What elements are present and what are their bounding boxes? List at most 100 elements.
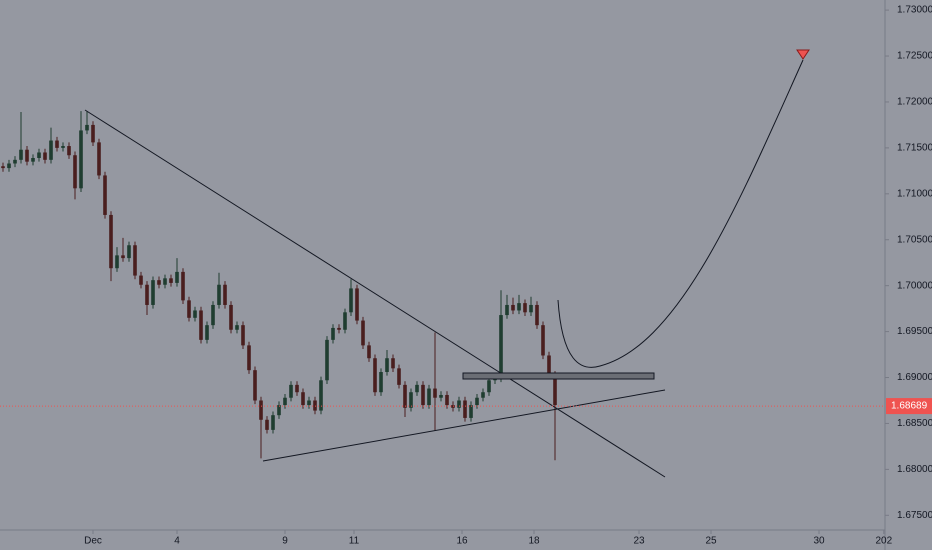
candle-body — [325, 339, 329, 381]
candle-body — [433, 388, 437, 398]
candle-body — [217, 284, 221, 305]
zone-box — [462, 372, 655, 380]
drawings — [84, 49, 810, 478]
candle-body — [421, 384, 425, 406]
x-tick-label: 25 — [705, 536, 717, 547]
y-tick-label: 1.70500 — [897, 234, 932, 245]
candle-body — [439, 394, 443, 398]
candle-body — [427, 388, 431, 406]
candle-body — [553, 374, 557, 406]
candle-body — [307, 400, 311, 406]
plot — [1, 111, 557, 461]
last-price-label: 1.68689 — [891, 401, 928, 412]
candle-body — [397, 368, 401, 385]
candle-body — [463, 400, 467, 418]
candle-body — [457, 400, 461, 408]
x-tick-label: 16 — [456, 536, 468, 547]
candle-body — [355, 288, 359, 321]
candle-body — [295, 384, 299, 393]
candle-body — [43, 152, 47, 160]
candle-body — [511, 304, 515, 311]
candle-body — [97, 142, 101, 176]
candle-body — [223, 284, 227, 305]
x-tick-label: 11 — [349, 536, 360, 547]
candle-body — [277, 405, 281, 416]
candle-body — [19, 149, 23, 160]
candle-body — [349, 288, 353, 313]
y-tick-label: 1.69500 — [897, 326, 932, 337]
x-tick-label: 202 — [875, 536, 892, 547]
candle-body — [49, 140, 53, 160]
candle-body — [547, 355, 551, 375]
candle-body — [535, 304, 539, 326]
candle-body — [517, 303, 521, 311]
y-tick-label: 1.70000 — [897, 280, 932, 291]
candle-body — [163, 278, 167, 285]
candle-body — [211, 304, 215, 326]
projection-curve — [557, 59, 804, 368]
candle-body — [259, 400, 263, 420]
axes: 1.73000 1.72500 1.72000 1.71500 1.71000 1.705… — [0, 5, 932, 547]
y-tick-label: 1.72500 — [897, 51, 932, 62]
candle-body — [265, 419, 269, 430]
candle-body — [367, 345, 371, 359]
candle-body — [373, 358, 377, 393]
x-tick-label: 30 — [813, 536, 825, 547]
x-tick-label: Dec — [84, 536, 102, 547]
candle-body — [319, 380, 323, 411]
candle-body — [313, 400, 317, 411]
candle-body — [403, 384, 407, 408]
candle-body — [193, 310, 197, 318]
candle-body — [301, 392, 305, 406]
arrow-marker — [796, 49, 810, 60]
candle-body — [343, 312, 347, 330]
candle-body — [133, 245, 137, 276]
y-tick-label: 1.68000 — [897, 464, 932, 475]
candle-body — [235, 325, 239, 330]
candle-body — [391, 358, 395, 369]
candle-body — [175, 271, 179, 283]
candle-body — [361, 320, 365, 346]
candle-body — [103, 175, 107, 215]
candle-body — [73, 155, 77, 189]
y-tick-label: 1.67500 — [897, 510, 932, 521]
candle-body — [253, 370, 257, 401]
candle-body — [541, 325, 545, 356]
candle-body — [13, 159, 17, 164]
candle-body — [385, 358, 389, 373]
y-tick-label: 1.69000 — [897, 372, 932, 383]
candle-body — [7, 163, 11, 169]
candle-body — [487, 380, 491, 393]
candle-body — [1, 166, 5, 169]
y-tick-label: 1.73000 — [897, 5, 932, 16]
candle-body — [205, 325, 209, 340]
last-price-box — [886, 398, 932, 415]
candle-body — [199, 310, 203, 340]
candle-body — [109, 214, 113, 269]
candle-body — [337, 327, 341, 330]
x-tick-label: 18 — [528, 536, 540, 547]
candle-body — [415, 384, 419, 393]
candle-body — [31, 157, 35, 162]
candle-body — [25, 149, 29, 162]
y-tick-label: 1.68500 — [897, 418, 932, 429]
x-tick-label: 23 — [633, 536, 645, 547]
candle-body — [331, 327, 335, 340]
y-tick-label: 1.71500 — [897, 143, 932, 154]
candle-body — [121, 255, 125, 259]
candle-body — [67, 146, 71, 156]
y-tick-label: 1.71000 — [897, 188, 932, 199]
candle-body — [37, 152, 41, 158]
candle-body — [505, 304, 509, 316]
candle-body — [523, 303, 527, 313]
candle-body — [139, 275, 143, 285]
x-tick-label: 4 — [174, 536, 180, 547]
candle-body — [271, 415, 275, 430]
candle-body — [85, 124, 89, 131]
candle-body — [469, 405, 473, 418]
trend-line — [84, 109, 666, 478]
candle-body — [379, 372, 383, 393]
